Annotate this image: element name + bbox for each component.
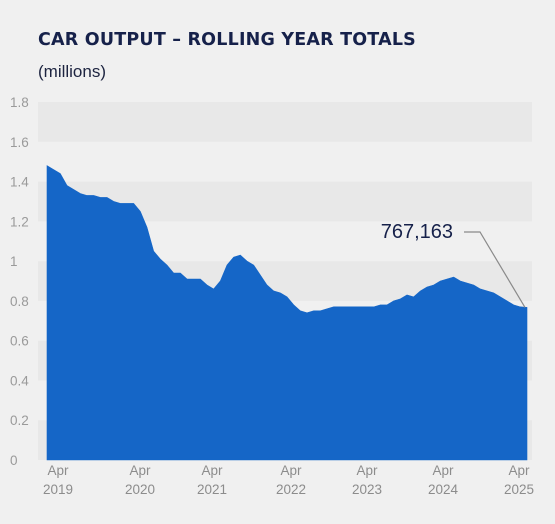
x-tick-year: 2023 <box>352 482 382 497</box>
x-axis-ticks: Apr 2019 Apr 2020 Apr 2021 Apr 2022 Apr 2023 Apr 20… <box>43 463 534 497</box>
annotation: 767,163 <box>381 221 526 308</box>
x-tick-year: 2019 <box>43 482 73 497</box>
x-tick-month: Apr <box>280 463 302 478</box>
y-tick-label: 0 <box>10 453 18 468</box>
series-area <box>46 165 528 461</box>
x-tick-month: Apr <box>201 463 223 478</box>
x-tick-month: Apr <box>432 463 454 478</box>
x-tick-year: 2020 <box>125 482 155 497</box>
chart-title: CAR OUTPUT – ROLLING YEAR TOTALS <box>38 30 416 50</box>
y-tick-label: 1 <box>10 254 18 269</box>
y-tick-label: 1.8 <box>10 95 29 110</box>
x-tick-year: 2024 <box>428 482 459 497</box>
grid-band <box>38 102 532 142</box>
x-tick-year: 2025 <box>504 482 534 497</box>
y-tick-label: 1.4 <box>10 175 29 190</box>
grid-band <box>38 141 532 182</box>
y-tick-label: 0.8 <box>10 294 29 309</box>
y-tick-label: 0.4 <box>10 373 29 388</box>
x-tick-month: Apr <box>356 463 378 478</box>
y-tick-label: 0.2 <box>10 413 29 428</box>
annotation-label: 767,163 <box>381 221 453 243</box>
x-tick-year: 2021 <box>197 482 227 497</box>
area-layer <box>46 165 528 461</box>
x-tick-month: Apr <box>508 463 530 478</box>
y-tick-label: 1.6 <box>10 135 29 150</box>
chart-subtitle: (millions) <box>38 62 106 81</box>
y-tick-label: 1.2 <box>10 214 29 229</box>
x-tick-month: Apr <box>47 463 69 478</box>
x-tick-year: 2022 <box>276 482 306 497</box>
x-tick-month: Apr <box>129 463 151 478</box>
annotation-leader-line <box>464 231 526 308</box>
y-axis-ticks: 0 0.2 0.4 0.6 0.8 1 1.2 1.4 1.6 1.8 <box>10 95 29 468</box>
y-tick-label: 0.6 <box>10 334 29 349</box>
